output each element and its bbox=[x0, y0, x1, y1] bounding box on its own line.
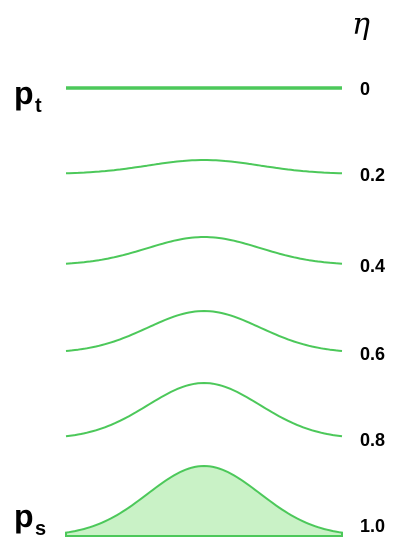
pt-label: p t bbox=[14, 75, 42, 117]
eta-label-3: 0.6 bbox=[360, 344, 385, 364]
eta-symbol: η bbox=[352, 7, 370, 42]
eta-labels-group: 0 0.2 0.4 0.6 0.8 1.0 bbox=[360, 79, 385, 536]
eta-label-1: 0.2 bbox=[360, 165, 385, 185]
pt-main: p bbox=[14, 75, 34, 111]
pt-sub: t bbox=[35, 95, 42, 117]
curve-eta-1 bbox=[65, 159, 343, 175]
curve-eta-3 bbox=[65, 310, 343, 352]
curve-eta-2 bbox=[65, 236, 343, 265]
curve-eta-4 bbox=[65, 382, 343, 438]
curve-eta-5 bbox=[65, 464, 343, 537]
ps-sub: s bbox=[35, 518, 46, 540]
eta-label-2: 0.4 bbox=[360, 256, 385, 276]
eta-label-4: 0.8 bbox=[360, 430, 385, 450]
ps-label: p s bbox=[14, 498, 46, 540]
eta-label-5: 1.0 bbox=[360, 516, 385, 536]
eta-label-0: 0 bbox=[360, 79, 370, 99]
ps-main: p bbox=[14, 498, 34, 534]
curves-group bbox=[65, 86, 343, 537]
